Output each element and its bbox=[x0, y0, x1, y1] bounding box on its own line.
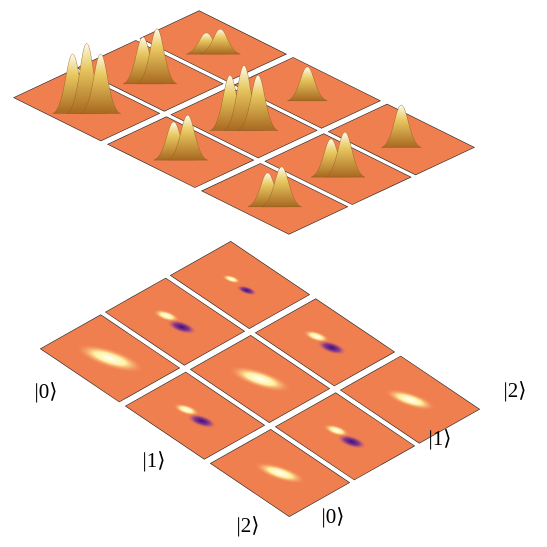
bright-blob bbox=[222, 274, 241, 284]
column-label: |2⟩ bbox=[504, 378, 527, 402]
bright-blob bbox=[384, 388, 436, 411]
dark-blob bbox=[336, 434, 368, 450]
column-label: |1⟩ bbox=[429, 426, 452, 450]
peak bbox=[237, 75, 279, 131]
bright-blob bbox=[254, 462, 306, 484]
row-label: |2⟩ bbox=[237, 513, 260, 537]
planes bbox=[12, 10, 481, 517]
peak bbox=[261, 166, 302, 208]
peak bbox=[80, 53, 121, 114]
bright-blob bbox=[323, 423, 350, 437]
bright-blob bbox=[228, 365, 292, 393]
bright-blob bbox=[153, 309, 180, 323]
bright-blob bbox=[75, 343, 145, 373]
row-label: |1⟩ bbox=[143, 448, 166, 472]
row-label: |0⟩ bbox=[35, 379, 58, 403]
peak bbox=[167, 114, 208, 161]
dark-blob bbox=[316, 340, 348, 356]
peak bbox=[136, 28, 178, 85]
dark-blob bbox=[186, 413, 218, 429]
bright-blob bbox=[173, 403, 200, 417]
dark-blob bbox=[166, 319, 198, 335]
peak bbox=[381, 104, 422, 148]
peak bbox=[200, 28, 241, 55]
peak bbox=[287, 66, 328, 102]
column-label: |0⟩ bbox=[322, 504, 345, 528]
peak bbox=[324, 131, 366, 178]
bright-blob bbox=[303, 329, 330, 343]
tile bbox=[169, 241, 311, 329]
dark-blob bbox=[235, 285, 258, 296]
